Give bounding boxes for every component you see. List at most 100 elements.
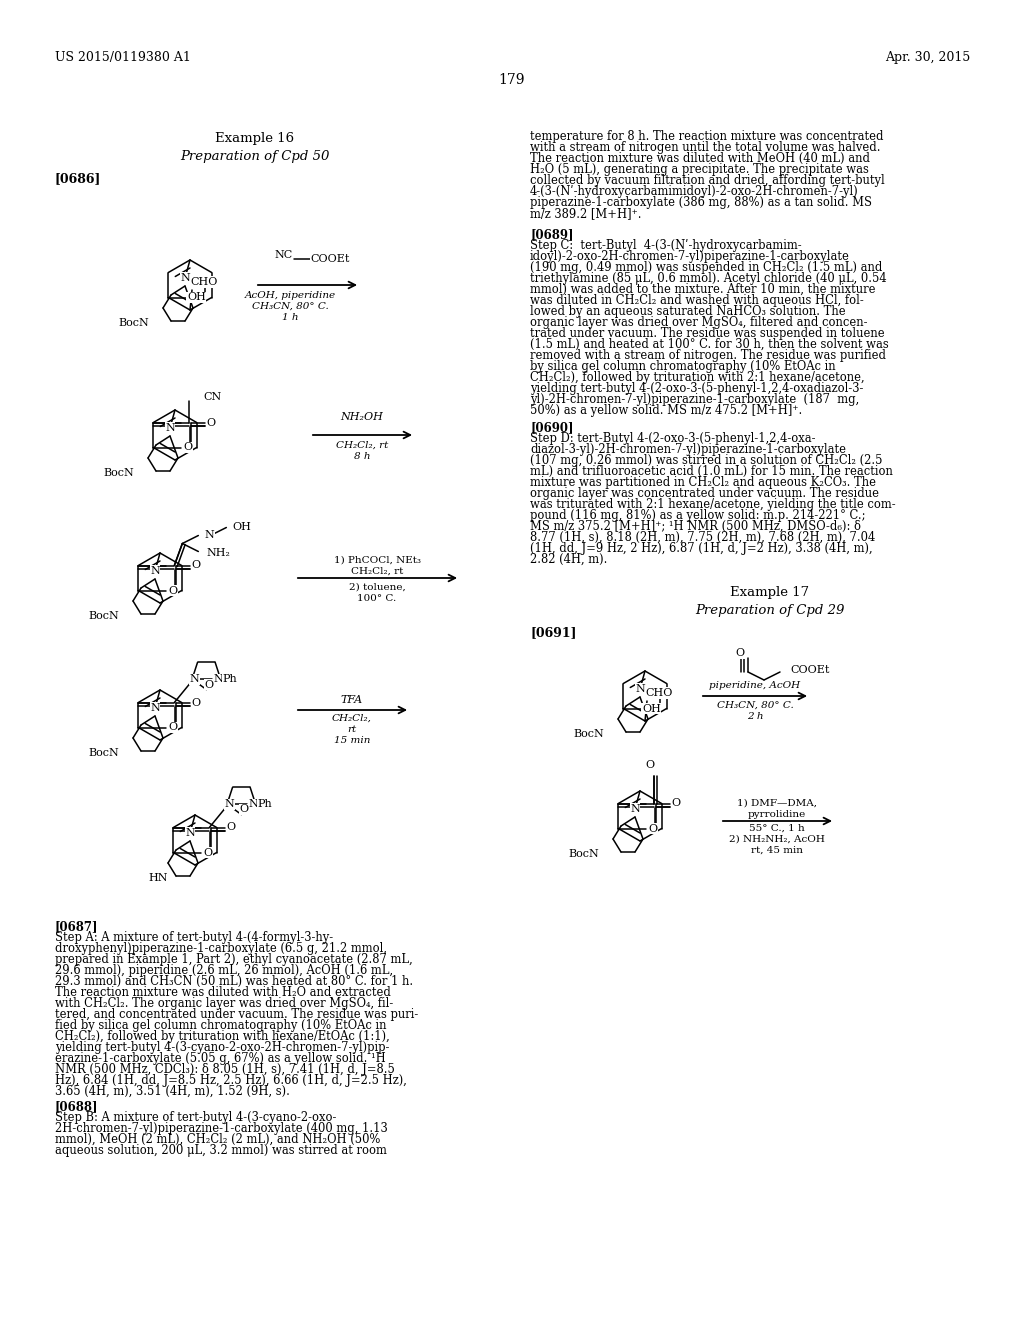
Text: triethylamine (85 μL, 0.6 mmol). Acetyl chloride (40 μL, 0.54: triethylamine (85 μL, 0.6 mmol). Acetyl … [530,272,887,285]
Text: 29.3 mmol) and CH₃CN (50 mL) was heated at 80° C. for 1 h.: 29.3 mmol) and CH₃CN (50 mL) was heated … [55,975,413,987]
Text: mmol) was added to the mixture. After 10 min, the mixture: mmol) was added to the mixture. After 10… [530,282,876,296]
Text: fied by silica gel column chromatography (10% EtOAc in: fied by silica gel column chromatography… [55,1019,386,1032]
Text: US 2015/0119380 A1: US 2015/0119380 A1 [55,51,190,65]
Text: CH₂Cl₂, rt: CH₂Cl₂, rt [351,568,403,576]
Text: (107 mg, 0.26 mmol) was stirred in a solution of CH₂Cl₂ (2.5: (107 mg, 0.26 mmol) was stirred in a sol… [530,454,883,467]
Text: Example 16: Example 16 [215,132,295,145]
Text: N: N [635,684,645,694]
Text: N: N [189,675,199,684]
Text: O: O [646,760,655,771]
Text: O: O [169,586,178,595]
Text: (1H, dd, J=9 Hz, 2 Hz), 6.87 (1H, d, J=2 Hz), 3.38 (4H, m),: (1H, dd, J=9 Hz, 2 Hz), 6.87 (1H, d, J=2… [530,543,872,554]
Text: removed with a stream of nitrogen. The residue was purified: removed with a stream of nitrogen. The r… [530,348,886,362]
Text: (190 mg, 0.49 mmol) was suspended in CH₂Cl₂ (1.5 mL) and: (190 mg, 0.49 mmol) was suspended in CH₂… [530,261,883,275]
Text: CHO: CHO [190,277,218,286]
Text: Preparation of Cpd 29: Preparation of Cpd 29 [695,605,845,616]
Text: Step C:  tert-Butyl  4-(3-(Nʹ-hydroxycarbamim-: Step C: tert-Butyl 4-(3-(Nʹ-hydroxycarba… [530,239,802,252]
Text: 2) toluene,: 2) toluene, [348,583,406,591]
Text: BocN: BocN [88,611,119,620]
Text: 1) DMF—DMA,: 1) DMF—DMA, [737,799,817,808]
Text: Apr. 30, 2015: Apr. 30, 2015 [885,51,970,65]
Text: NMR (500 MHz, CDCl₃): δ 8.05 (1H, s), 7.41 (1H, d, J=8.5: NMR (500 MHz, CDCl₃): δ 8.05 (1H, s), 7.… [55,1063,395,1076]
Text: piperazine-1-carboxylate (386 mg, 88%) as a tan solid. MS: piperazine-1-carboxylate (386 mg, 88%) a… [530,195,872,209]
Text: tered, and concentrated under vacuum. The residue was puri-: tered, and concentrated under vacuum. Th… [55,1008,418,1020]
Text: CN: CN [204,392,221,403]
Text: yielding tert-butyl 4-(3-cyano-2-oxo-2H-chromen-7-yl)pip-: yielding tert-butyl 4-(3-cyano-2-oxo-2H-… [55,1041,389,1053]
Text: 3.65 (4H, m), 3.51 (4H, m), 1.52 (9H, s).: 3.65 (4H, m), 3.51 (4H, m), 1.52 (9H, s)… [55,1085,290,1098]
Text: mL) and trifluoroacetic acid (1.0 mL) for 15 min. The reaction: mL) and trifluoroacetic acid (1.0 mL) fo… [530,465,893,478]
Text: NH₂OH: NH₂OH [341,412,383,422]
Text: BocN: BocN [118,318,150,327]
Text: was diluted in CH₂Cl₂ and washed with aqueous HCl, fol-: was diluted in CH₂Cl₂ and washed with aq… [530,294,864,308]
Text: CH₂Cl₂, rt: CH₂Cl₂, rt [336,441,388,450]
Text: 50%) as a yellow solid. MS m/z 475.2 [M+H]⁺.: 50%) as a yellow solid. MS m/z 475.2 [M+… [530,404,802,417]
Text: idoyl)-2-oxo-2H-chromen-7-yl)piperazine-1-carboxylate: idoyl)-2-oxo-2H-chromen-7-yl)piperazine-… [530,249,850,263]
Text: HN: HN [148,873,168,883]
Text: N: N [180,273,189,282]
Text: O: O [207,417,216,428]
Text: COOEt: COOEt [790,665,829,675]
Text: 1 h: 1 h [282,313,298,322]
Text: with CH₂Cl₂. The organic layer was dried over MgSO₄, fil-: with CH₂Cl₂. The organic layer was dried… [55,997,393,1010]
Text: NH₂: NH₂ [207,549,230,558]
Text: N: N [214,675,223,684]
Text: was triturated with 2:1 hexane/acetone, yielding the title com-: was triturated with 2:1 hexane/acetone, … [530,498,896,511]
Text: O: O [240,804,249,814]
Text: rt: rt [347,725,356,734]
Text: O: O [205,680,214,689]
Text: 2) NH₂NH₂, AcOH: 2) NH₂NH₂, AcOH [729,836,825,843]
Text: CH₂Cl₂), followed by trituration with hexane/EtOAc (1:1),: CH₂Cl₂), followed by trituration with he… [55,1030,390,1043]
Text: rt, 45 min: rt, 45 min [751,846,803,855]
Text: 179: 179 [499,73,525,87]
Text: (1.5 mL) and heated at 100° C. for 30 h, then the solvent was: (1.5 mL) and heated at 100° C. for 30 h,… [530,338,889,351]
Text: O: O [191,561,201,570]
Text: OH: OH [232,523,251,532]
Text: The reaction mixture was diluted with MeOH (40 mL) and: The reaction mixture was diluted with Me… [530,152,870,165]
Text: organic layer was dried over MgSO₄, filtered and concen-: organic layer was dried over MgSO₄, filt… [530,315,867,329]
Text: [0686]: [0686] [55,172,101,185]
Text: organic layer was concentrated under vacuum. The residue: organic layer was concentrated under vac… [530,487,879,500]
Text: N: N [185,828,195,838]
Text: BocN: BocN [573,729,604,739]
Text: with a stream of nitrogen until the total volume was halved.: with a stream of nitrogen until the tota… [530,141,881,154]
Text: diazol-3-yl)-2H-chromen-7-yl)piperazine-1-carboxylate: diazol-3-yl)-2H-chromen-7-yl)piperazine-… [530,444,846,455]
Text: yielding tert-butyl 4-(2-oxo-3-(5-phenyl-1,2,4-oxadiazol-3-: yielding tert-butyl 4-(2-oxo-3-(5-phenyl… [530,381,863,395]
Text: N: N [224,799,233,809]
Text: O: O [183,442,193,453]
Text: 8.77 (1H, s), 8.18 (2H, m), 7.75 (2H, m), 7.68 (2H, m), 7.04: 8.77 (1H, s), 8.18 (2H, m), 7.75 (2H, m)… [530,531,876,544]
Text: [0691]: [0691] [530,626,577,639]
Text: [0688]: [0688] [55,1100,98,1113]
Text: lowed by an aqueous saturated NaHCO₃ solution. The: lowed by an aqueous saturated NaHCO₃ sol… [530,305,846,318]
Text: m/z 389.2 [M+H]⁺.: m/z 389.2 [M+H]⁺. [530,207,641,220]
Text: pound (116 mg, 81%) as a yellow solid: m.p. 214-221° C.;: pound (116 mg, 81%) as a yellow solid: m… [530,510,865,521]
Text: 100° C.: 100° C. [357,594,396,603]
Text: mmol), MeOH (2 mL), CH₂Cl₂ (2 mL), and NH₂OH (50%: mmol), MeOH (2 mL), CH₂Cl₂ (2 mL), and N… [55,1133,380,1146]
Text: piperidine, AcOH: piperidine, AcOH [710,681,801,690]
Text: temperature for 8 h. The reaction mixture was concentrated: temperature for 8 h. The reaction mixtur… [530,129,884,143]
Text: CH₃CN, 80° C.: CH₃CN, 80° C. [717,701,794,710]
Text: O: O [226,822,236,833]
Text: 2H-chromen-7-yl)piperazine-1-carboxylate (400 mg, 1.13: 2H-chromen-7-yl)piperazine-1-carboxylate… [55,1122,388,1135]
Text: Hz), 6.84 (1H, dd, J=8.5 Hz, 2.5 Hz), 6.66 (1H, d, J=2.5 Hz),: Hz), 6.84 (1H, dd, J=8.5 Hz, 2.5 Hz), 6.… [55,1074,407,1086]
Text: O: O [169,722,178,733]
Text: OH: OH [642,704,660,714]
Text: 2 h: 2 h [746,711,763,721]
Text: BocN: BocN [568,849,599,859]
Text: Example 17: Example 17 [730,586,810,599]
Text: O: O [672,799,681,808]
Text: [0687]: [0687] [55,920,98,933]
Text: 15 min: 15 min [334,737,371,744]
Text: CHO: CHO [645,688,673,698]
Text: Ph: Ph [257,799,271,809]
Text: O: O [204,847,213,858]
Text: N: N [249,799,258,809]
Text: CH₂Cl₂), followed by trituration with 2:1 hexane/acetone,: CH₂Cl₂), followed by trituration with 2:… [530,371,864,384]
Text: N: N [205,531,214,540]
Text: N: N [630,804,640,814]
Text: O: O [735,648,744,657]
Text: Step A: A mixture of tert-butyl 4-(4-formyl-3-hy-: Step A: A mixture of tert-butyl 4-(4-for… [55,931,333,944]
Text: 1) PhCOCl, NEt₃: 1) PhCOCl, NEt₃ [334,556,421,565]
Text: collected by vacuum filtration and dried, affording tert-butyl: collected by vacuum filtration and dried… [530,174,885,187]
Text: aqueous solution, 200 μL, 3.2 mmol) was stirred at room: aqueous solution, 200 μL, 3.2 mmol) was … [55,1144,387,1158]
Text: [0690]: [0690] [530,421,573,434]
